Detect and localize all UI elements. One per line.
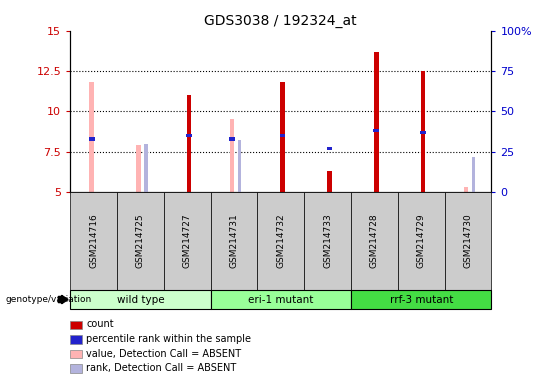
Text: GSM214729: GSM214729	[417, 214, 426, 268]
Bar	[187, 95, 191, 192]
Bar	[464, 187, 469, 192]
Text: GSM214730: GSM214730	[463, 214, 472, 268]
Text: GSM214725: GSM214725	[136, 214, 145, 268]
Text: genotype/variation: genotype/variation	[5, 295, 92, 304]
Text: GSM214727: GSM214727	[183, 214, 192, 268]
Bar	[280, 134, 286, 137]
Bar	[90, 82, 94, 192]
Text: GSM214731: GSM214731	[230, 214, 239, 268]
Bar	[327, 147, 332, 150]
Bar	[421, 71, 426, 192]
Bar	[230, 119, 234, 192]
Title: GDS3038 / 192324_at: GDS3038 / 192324_at	[205, 14, 357, 28]
Bar	[230, 137, 235, 141]
Text: GSM214732: GSM214732	[276, 214, 285, 268]
Bar	[374, 52, 379, 192]
Text: GSM214728: GSM214728	[370, 214, 379, 268]
Bar	[186, 134, 192, 137]
Text: GSM214733: GSM214733	[323, 214, 332, 268]
Bar	[136, 145, 141, 192]
Text: value, Detection Call = ABSENT: value, Detection Call = ABSENT	[86, 349, 241, 359]
Bar	[327, 171, 332, 192]
Bar	[472, 157, 476, 192]
Bar	[420, 131, 426, 134]
Bar	[238, 141, 241, 192]
Text: rank, Detection Call = ABSENT: rank, Detection Call = ABSENT	[86, 363, 237, 373]
Bar	[280, 82, 285, 192]
Bar	[89, 137, 94, 141]
Bar	[374, 129, 379, 132]
Text: rrf-3 mutant: rrf-3 mutant	[389, 295, 453, 305]
Text: percentile rank within the sample: percentile rank within the sample	[86, 334, 252, 344]
Text: eri-1 mutant: eri-1 mutant	[248, 295, 314, 305]
Bar	[144, 144, 148, 192]
Text: count: count	[86, 319, 114, 329]
Text: GSM214716: GSM214716	[89, 214, 98, 268]
Text: wild type: wild type	[117, 295, 164, 305]
